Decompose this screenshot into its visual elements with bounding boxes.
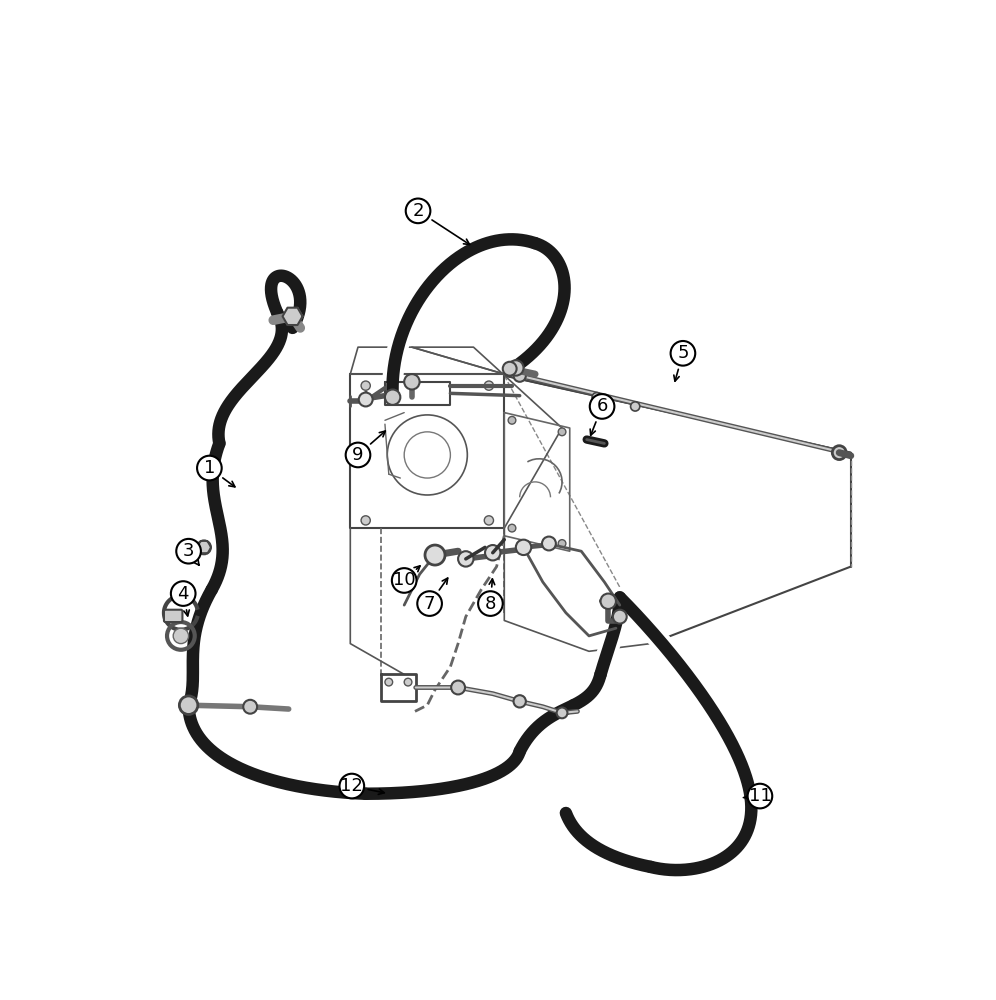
Circle shape: [478, 591, 503, 616]
Text: 10: 10: [392, 571, 415, 589]
Circle shape: [590, 394, 615, 419]
FancyBboxPatch shape: [164, 610, 182, 622]
Circle shape: [404, 678, 412, 686]
Text: 5: 5: [677, 344, 688, 362]
Circle shape: [514, 695, 526, 708]
Circle shape: [613, 610, 626, 624]
Circle shape: [346, 443, 371, 467]
Circle shape: [340, 774, 365, 798]
Circle shape: [179, 696, 198, 714]
Text: 1: 1: [204, 459, 215, 477]
Circle shape: [558, 540, 566, 547]
Circle shape: [384, 389, 400, 405]
Circle shape: [670, 341, 695, 366]
Circle shape: [508, 360, 524, 376]
Circle shape: [362, 516, 371, 525]
Circle shape: [173, 628, 188, 644]
Circle shape: [484, 516, 493, 525]
Circle shape: [557, 708, 568, 718]
Circle shape: [592, 393, 602, 402]
Circle shape: [458, 551, 473, 567]
Circle shape: [508, 524, 516, 532]
Circle shape: [359, 393, 373, 406]
Circle shape: [171, 581, 195, 606]
Text: 8: 8: [485, 595, 496, 613]
Circle shape: [558, 428, 566, 436]
Circle shape: [384, 678, 392, 686]
Text: 12: 12: [341, 777, 364, 795]
Circle shape: [485, 545, 500, 560]
Circle shape: [362, 381, 371, 390]
Text: 3: 3: [183, 542, 194, 560]
Circle shape: [630, 402, 639, 411]
Circle shape: [404, 374, 419, 390]
Circle shape: [197, 456, 222, 480]
Circle shape: [405, 199, 430, 223]
Text: 6: 6: [597, 397, 608, 415]
Circle shape: [484, 381, 493, 390]
Circle shape: [451, 681, 465, 694]
Circle shape: [503, 362, 517, 376]
Circle shape: [508, 416, 516, 424]
Text: 9: 9: [353, 446, 364, 464]
Text: 11: 11: [749, 787, 771, 805]
Text: 2: 2: [412, 202, 424, 220]
Circle shape: [514, 369, 526, 382]
Circle shape: [417, 591, 442, 616]
Text: 4: 4: [177, 585, 189, 603]
Circle shape: [833, 446, 847, 460]
Text: 7: 7: [424, 595, 435, 613]
Circle shape: [176, 539, 201, 564]
Circle shape: [425, 545, 445, 565]
Circle shape: [601, 594, 616, 609]
Circle shape: [391, 568, 416, 593]
Circle shape: [542, 537, 556, 550]
Circle shape: [197, 540, 211, 554]
Circle shape: [748, 784, 772, 808]
Circle shape: [516, 540, 531, 555]
Polygon shape: [283, 308, 303, 325]
Circle shape: [243, 700, 257, 714]
